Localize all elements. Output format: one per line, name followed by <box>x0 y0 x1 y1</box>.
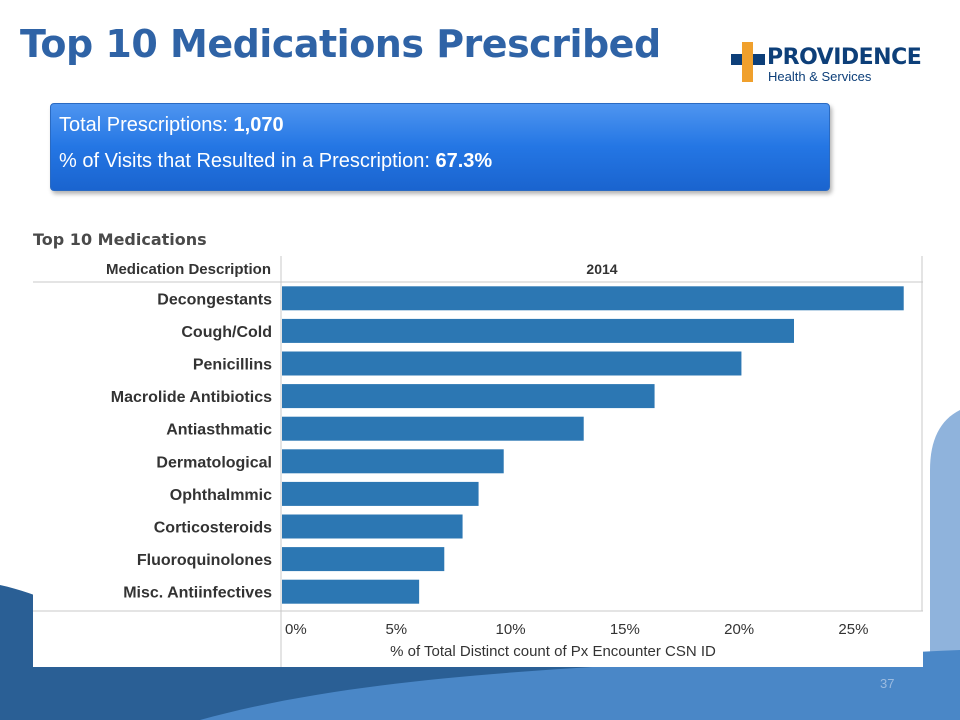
category-label: Antiasthmatic <box>166 422 272 439</box>
bar-chart: Top 10 Medications Medication Description… <box>33 230 923 667</box>
category-label: Penicillins <box>193 357 272 374</box>
cross-icon <box>731 42 765 82</box>
bar <box>282 579 420 604</box>
x-tick-label: 15% <box>610 621 640 638</box>
x-tick-label: 25% <box>838 621 868 638</box>
visit-prescription-rate-value: 67.3% <box>435 150 493 172</box>
chart-panel: Top 10 Medications Medication Description… <box>33 222 923 667</box>
x-tick-label: 5% <box>385 621 407 638</box>
bar <box>282 351 742 376</box>
summary-callout: Total Prescriptions: 1,070 % of Visits t… <box>50 103 830 191</box>
category-label: Ophthalmmic <box>170 487 272 504</box>
category-label: Fluoroquinolones <box>137 552 272 569</box>
logo-name: PROVIDENCE <box>767 45 922 70</box>
logo-name-part1: PROV <box>767 45 834 70</box>
visit-prescription-rate: % of Visits that Resulted in a Prescript… <box>59 150 492 173</box>
page-number: 37 <box>880 676 895 691</box>
slide-title: Top 10 Medications Prescribed <box>20 22 661 66</box>
logo-subtitle: Health & Services <box>768 69 872 84</box>
category-label: Corticosteroids <box>154 520 272 537</box>
bar <box>282 318 794 343</box>
category-label: Decongestants <box>157 291 272 308</box>
x-tick-label: 10% <box>496 621 526 638</box>
column-header: 2014 <box>586 261 617 277</box>
total-prescriptions-label: Total Prescriptions: <box>59 114 234 136</box>
providence-logo: PROVIDENCE Health & Services <box>731 42 931 86</box>
bar <box>282 514 463 539</box>
visit-prescription-rate-label: % of Visits that Resulted in a Prescript… <box>59 150 436 172</box>
category-label: Cough/Cold <box>181 324 272 341</box>
bar <box>282 449 504 474</box>
chart-title: Top 10 Medications <box>33 230 207 249</box>
x-tick-label: 20% <box>724 621 754 638</box>
bar <box>282 547 445 572</box>
bar <box>282 481 479 506</box>
x-axis-label: % of Total Distinct count of Px Encounte… <box>390 643 716 660</box>
category-label: Misc. Antiinfectives <box>123 585 272 602</box>
total-prescriptions-value: 1,070 <box>233 114 284 136</box>
row-header: Medication Description <box>106 261 271 278</box>
x-tick-label: 0% <box>285 621 307 638</box>
bar <box>282 416 584 441</box>
bar <box>282 286 904 311</box>
logo-name-part2: IDENCE <box>833 45 922 70</box>
category-label: Dermatological <box>156 454 272 471</box>
category-label: Macrolide Antibiotics <box>111 389 272 406</box>
bar <box>282 384 655 409</box>
total-prescriptions: Total Prescriptions: 1,070 <box>59 114 284 137</box>
